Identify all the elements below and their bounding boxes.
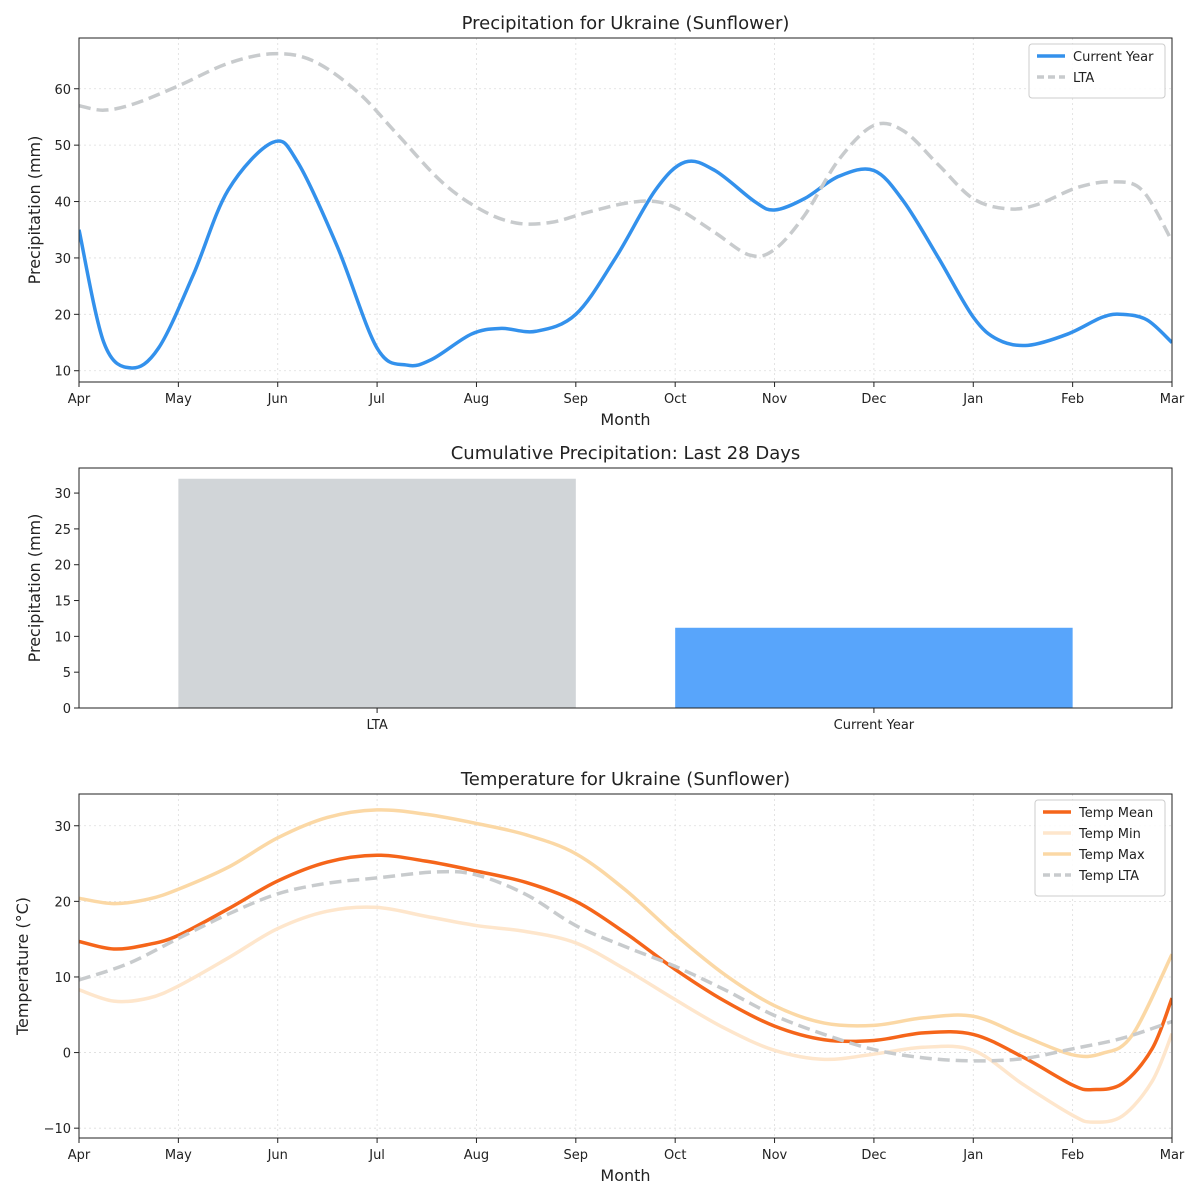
y-tick-label: 10 [54, 365, 71, 380]
y-tick-label: −10 [44, 1122, 71, 1137]
x-tick-label: LTA [366, 718, 387, 733]
series-line-current-year [79, 139, 1172, 370]
x-tick-label: Oct [664, 1148, 686, 1163]
y-tick-label: 60 [54, 83, 71, 98]
x-tick-label: Feb [1061, 1148, 1084, 1163]
chart-title: Precipitation for Ukraine (Sunflower) [462, 13, 790, 34]
y-tick-label: 20 [54, 559, 71, 574]
x-tick-label: Jan [962, 1148, 983, 1163]
x-tick-label: Mar [1160, 392, 1185, 407]
x-tick-label: Oct [664, 392, 686, 407]
x-tick-label: Jun [267, 392, 288, 407]
y-tick-label: 20 [54, 895, 71, 910]
x-tick-label: Jan [962, 392, 983, 407]
y-tick-label: 10 [54, 630, 71, 645]
y-tick-label: 15 [54, 595, 71, 610]
y-tick-label: 30 [54, 487, 71, 502]
bar-current-year [675, 627, 1073, 708]
x-tick-label: Aug [464, 1148, 489, 1163]
y-tick-label: 40 [54, 196, 71, 211]
series-line-temp-lta [79, 869, 1172, 1063]
x-tick-label: Nov [762, 1148, 788, 1163]
x-tick-label: Aug [464, 392, 489, 407]
y-axis-label: Precipitation (mm) [25, 136, 44, 285]
x-tick-label: Dec [861, 392, 886, 407]
x-tick-label: Feb [1061, 392, 1084, 407]
y-tick-label: 30 [54, 252, 71, 267]
plot-frame [78, 793, 1173, 1139]
x-tick-label: Apr [68, 392, 91, 407]
x-tick-label: Sep [564, 1148, 589, 1163]
y-tick-label: 25 [54, 523, 71, 538]
y-tick-label: 0 [63, 702, 71, 717]
y-axis-label: Temperature (°C) [13, 897, 32, 1036]
chart-title: Temperature for Ukraine (Sunflower) [460, 769, 790, 790]
x-tick-label: Dec [861, 1148, 886, 1163]
x-tick-label: Current Year [834, 718, 915, 733]
y-tick-label: 50 [54, 139, 71, 154]
legend-label: Temp LTA [1078, 869, 1139, 884]
x-tick-label: Nov [762, 392, 788, 407]
plot-frame [78, 467, 1173, 709]
legend-label: Temp Min [1078, 827, 1141, 842]
legend-box [1034, 799, 1166, 897]
series-line-temp-max [79, 808, 1172, 1059]
series-line-temp-min [79, 905, 1172, 1124]
x-tick-label: May [165, 392, 192, 407]
chart-title: Cumulative Precipitation: Last 28 Days [451, 443, 801, 464]
x-tick-label: Jun [267, 1148, 288, 1163]
y-axis-label: Precipitation (mm) [25, 514, 44, 663]
legend-label: LTA [1073, 71, 1094, 86]
bar-lta [178, 478, 576, 708]
y-tick-label: 20 [54, 308, 71, 323]
legend-label: Current Year [1073, 50, 1154, 65]
series-line-temp-mean [79, 853, 1172, 1092]
y-tick-label: 10 [54, 971, 71, 986]
y-tick-label: 0 [63, 1047, 71, 1062]
x-tick-label: Sep [564, 392, 589, 407]
legend-label: Temp Mean [1078, 806, 1153, 821]
y-tick-label: 30 [54, 820, 71, 835]
x-tick-label: Jul [368, 392, 385, 407]
x-axis-label: Month [600, 1166, 650, 1185]
x-tick-label: May [165, 1148, 192, 1163]
x-axis-label: Month [600, 410, 650, 429]
x-tick-label: Apr [68, 1148, 91, 1163]
x-tick-label: Jul [368, 1148, 385, 1163]
y-tick-label: 5 [63, 666, 71, 681]
legend-label: Temp Max [1078, 848, 1145, 863]
x-tick-label: Mar [1160, 1148, 1185, 1163]
plot-frame [78, 37, 1173, 383]
series-line-lta [79, 51, 1172, 259]
